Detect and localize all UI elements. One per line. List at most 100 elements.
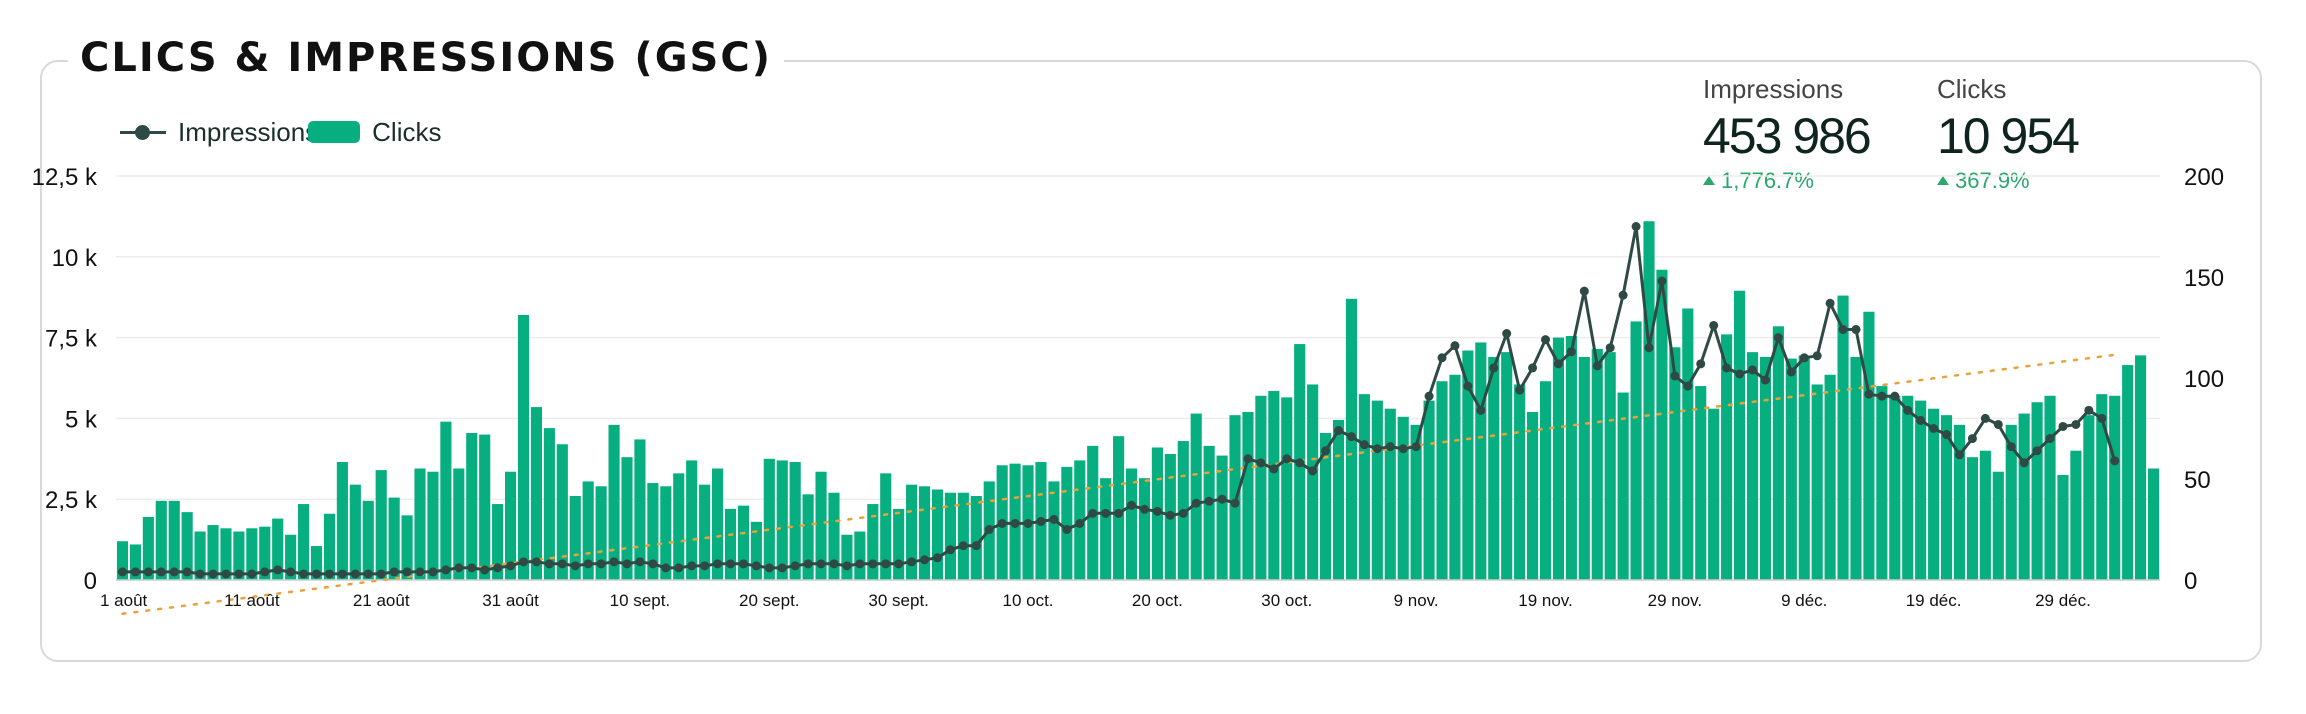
bar-clicks bbox=[259, 526, 271, 580]
bar-clicks bbox=[1307, 384, 1319, 580]
point-impressions bbox=[1334, 426, 1344, 436]
bar-clicks bbox=[1320, 432, 1332, 580]
point-impressions bbox=[2019, 458, 2029, 468]
kpi-delta: 1,776.7% bbox=[1703, 166, 1870, 196]
point-impressions bbox=[247, 569, 257, 579]
point-impressions bbox=[1411, 442, 1421, 452]
point-impressions bbox=[635, 557, 645, 567]
point-impressions bbox=[1683, 381, 1693, 391]
bar-clicks bbox=[453, 468, 465, 580]
point-impressions bbox=[842, 561, 852, 571]
point-impressions bbox=[1618, 290, 1628, 300]
point-impressions bbox=[1605, 343, 1615, 353]
bar-clicks bbox=[1475, 342, 1487, 580]
kpi-delta-value: 1,776.7% bbox=[1721, 168, 1814, 193]
bar-clicks bbox=[582, 481, 594, 580]
point-impressions bbox=[2032, 446, 2042, 456]
point-impressions bbox=[1709, 320, 1719, 330]
bar-clicks bbox=[1436, 381, 1448, 580]
point-impressions bbox=[2071, 419, 2081, 429]
bar-clicks bbox=[1928, 408, 1940, 580]
point-impressions bbox=[661, 563, 671, 573]
bar-clicks bbox=[1113, 436, 1125, 580]
bar-clicks bbox=[1940, 415, 1953, 580]
bar-clicks bbox=[1733, 290, 1746, 580]
point-impressions bbox=[1670, 371, 1680, 381]
bar-clicks bbox=[246, 528, 258, 580]
bar-clicks bbox=[1527, 411, 1539, 580]
x-axis-tick: 9 nov. bbox=[1394, 591, 1439, 610]
bar-clicks bbox=[854, 531, 866, 580]
bar-clicks bbox=[1643, 221, 1655, 581]
left-axis-tick: 2,5 k bbox=[45, 487, 98, 514]
chart-legend: Impressions Clicks bbox=[120, 112, 442, 152]
point-impressions bbox=[881, 559, 891, 569]
bar-clicks bbox=[647, 483, 659, 580]
bar-clicks bbox=[1397, 416, 1409, 580]
bar-clicks bbox=[388, 497, 400, 580]
point-impressions bbox=[117, 567, 127, 577]
point-impressions bbox=[738, 559, 748, 569]
kpi-label: Clicks bbox=[1937, 74, 2007, 104]
arrow-up-icon bbox=[1703, 175, 1715, 185]
right-axis-tick: 150 bbox=[2184, 265, 2224, 292]
bar-clicks bbox=[1902, 395, 1914, 580]
bar-clicks bbox=[2018, 413, 2030, 580]
bar-clicks bbox=[310, 546, 323, 580]
bar-clicks bbox=[1966, 457, 1978, 580]
bar-clicks bbox=[918, 486, 931, 580]
x-axis-tick: 1 août bbox=[100, 591, 148, 610]
point-impressions bbox=[1838, 325, 1848, 335]
bar-clicks bbox=[414, 468, 426, 580]
point-impressions bbox=[1553, 359, 1563, 369]
point-impressions bbox=[1424, 391, 1434, 401]
right-axis-tick: 50 bbox=[2184, 467, 2211, 494]
point-impressions bbox=[544, 559, 554, 569]
kpi-value: 453 986 bbox=[1703, 108, 1872, 164]
point-impressions bbox=[1592, 361, 1602, 371]
point-impressions bbox=[1036, 516, 1046, 526]
bar-clicks bbox=[1190, 413, 1202, 580]
x-axis-tick: 29 nov. bbox=[1648, 591, 1703, 610]
bar-clicks bbox=[1410, 424, 1422, 580]
legend-item-clicks[interactable]: Clicks bbox=[308, 117, 442, 148]
point-impressions bbox=[1023, 518, 1033, 528]
kpi-label: Impressions bbox=[1703, 74, 1844, 104]
bar-clicks bbox=[1255, 395, 1267, 580]
point-impressions bbox=[1579, 286, 1589, 296]
bar-clicks bbox=[298, 504, 310, 580]
bar-clicks bbox=[2083, 415, 2095, 580]
point-impressions bbox=[1139, 504, 1149, 514]
point-impressions bbox=[1773, 333, 1783, 343]
point-impressions bbox=[480, 565, 490, 575]
bar-clicks bbox=[802, 494, 814, 580]
point-impressions bbox=[816, 559, 826, 569]
x-axis-tick: 20 sept. bbox=[739, 591, 800, 610]
bar-clicks bbox=[828, 492, 840, 580]
bar-clicks bbox=[1604, 352, 1616, 580]
point-impressions bbox=[1114, 508, 1124, 518]
bar-clicks bbox=[2070, 450, 2082, 580]
point-impressions bbox=[363, 569, 373, 579]
bar-clicks bbox=[1591, 348, 1603, 580]
legend-item-impressions[interactable]: Impressions bbox=[120, 117, 318, 148]
point-impressions bbox=[945, 545, 955, 555]
point-impressions bbox=[1010, 518, 1020, 528]
x-axis-tick: 30 oct. bbox=[1261, 591, 1312, 610]
bar-clicks bbox=[362, 500, 374, 580]
left-axis-tick: 7,5 k bbox=[45, 326, 98, 353]
bar-clicks bbox=[970, 495, 982, 580]
bar-clicks bbox=[220, 528, 232, 580]
point-impressions bbox=[1075, 518, 1085, 528]
point-impressions bbox=[260, 567, 270, 577]
point-impressions bbox=[1864, 389, 1874, 399]
x-axis-tick: 11 août bbox=[224, 591, 280, 610]
bar-clicks bbox=[1746, 352, 1759, 580]
point-impressions bbox=[907, 557, 917, 567]
point-impressions bbox=[1825, 298, 1835, 308]
point-impressions bbox=[1760, 375, 1770, 385]
point-impressions bbox=[234, 569, 244, 579]
bar-clicks bbox=[569, 495, 581, 580]
point-impressions bbox=[1243, 454, 1253, 464]
point-impressions bbox=[1230, 498, 1240, 508]
